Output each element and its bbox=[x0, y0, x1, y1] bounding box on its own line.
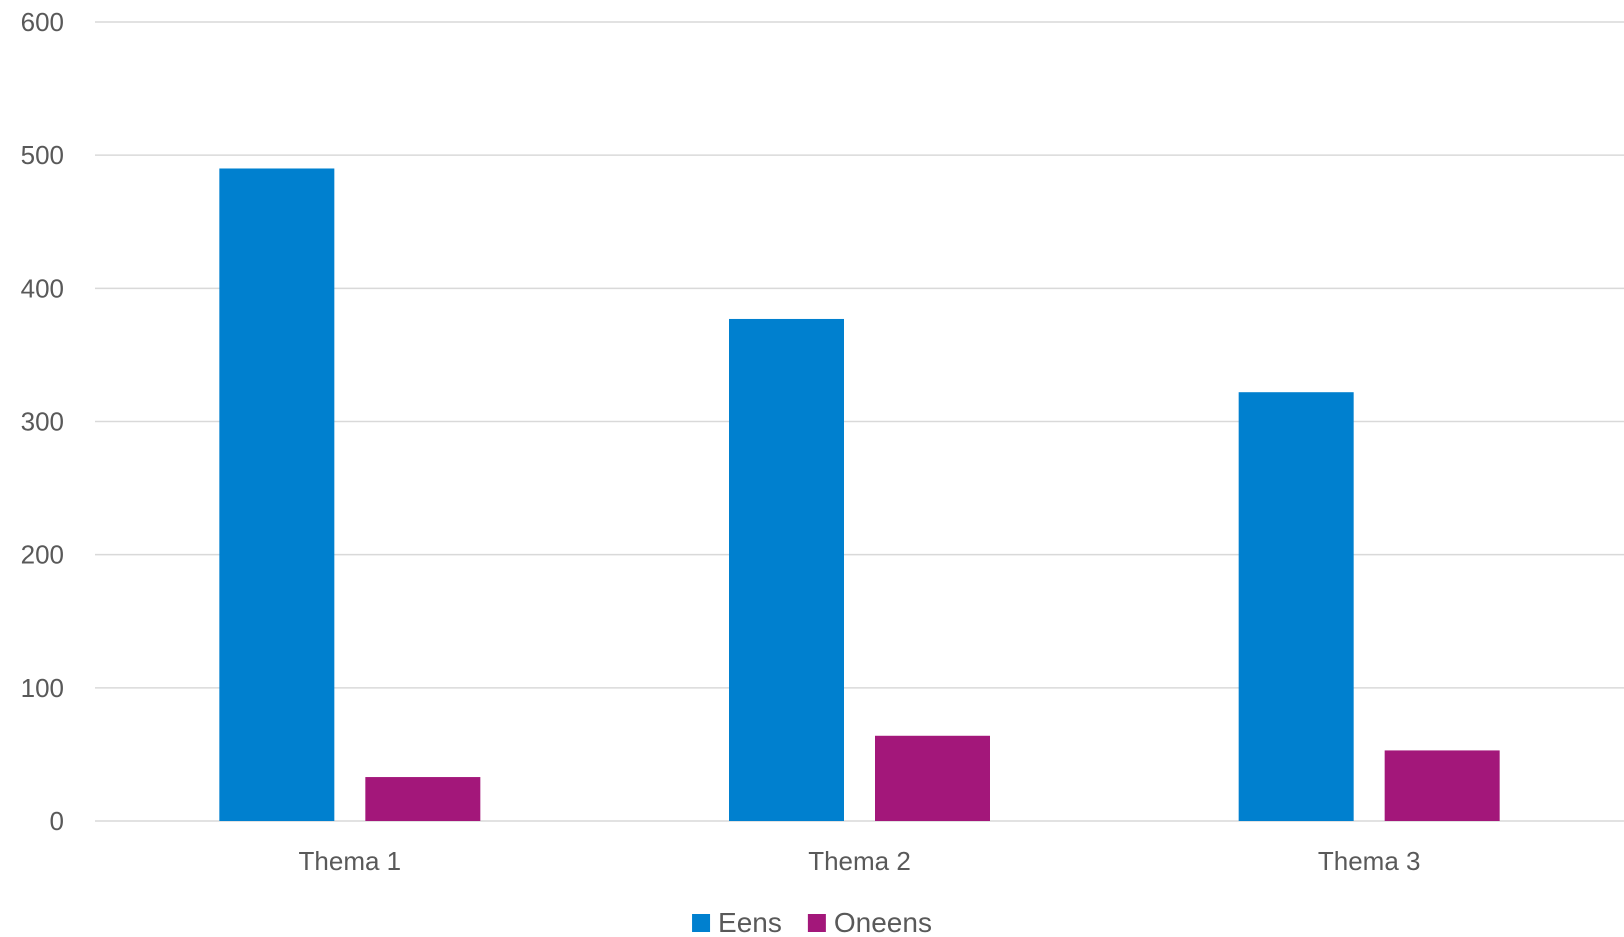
y-tick-label: 100 bbox=[21, 673, 64, 703]
bar-oneens-3 bbox=[1384, 750, 1500, 821]
y-axis-ticks: 0 100 200 300 400 500 600 bbox=[21, 7, 64, 836]
legend-swatch bbox=[692, 914, 711, 932]
bar-oneens-1 bbox=[365, 777, 481, 821]
y-tick-label: 600 bbox=[21, 7, 64, 37]
legend: Eens Oneens bbox=[692, 907, 932, 937]
y-tick-label: 300 bbox=[21, 407, 64, 437]
bar-eens-2 bbox=[729, 318, 844, 821]
y-tick-label: 500 bbox=[21, 140, 64, 170]
x-tick-label: Thema 2 bbox=[808, 846, 911, 876]
bar-eens-1 bbox=[219, 168, 335, 821]
y-tick-label: 0 bbox=[50, 806, 64, 836]
bars bbox=[219, 168, 1500, 821]
legend-label: Oneens bbox=[834, 907, 932, 937]
x-axis-ticks: Thema 1 Thema 2 Thema 3 bbox=[299, 846, 1421, 876]
legend-swatch bbox=[807, 914, 826, 932]
legend-item-oneens: Oneens bbox=[807, 907, 932, 937]
x-tick-label: Thema 3 bbox=[1318, 846, 1421, 876]
y-tick-label: 200 bbox=[21, 540, 64, 570]
legend-item-eens: Eens bbox=[692, 907, 782, 937]
y-tick-label: 400 bbox=[21, 273, 64, 303]
bar-eens-3 bbox=[1238, 392, 1354, 821]
bar-oneens-2 bbox=[875, 735, 990, 821]
gridlines bbox=[95, 21, 1624, 822]
x-tick-label: Thema 1 bbox=[299, 846, 402, 876]
legend-label: Eens bbox=[718, 907, 782, 937]
